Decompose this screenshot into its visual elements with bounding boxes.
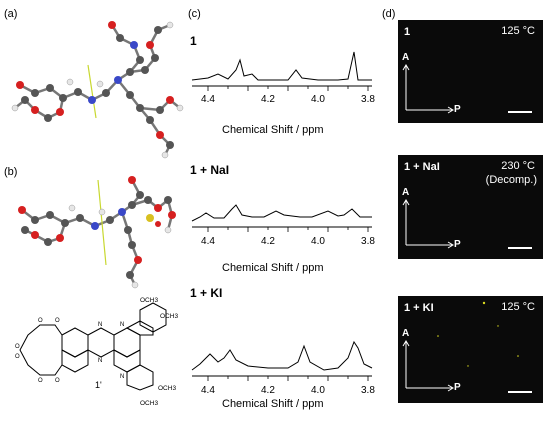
panel-label-c: (c) (188, 8, 201, 20)
pom-temperature: 125 °C (501, 301, 535, 313)
tick-label: 4.2 (261, 385, 275, 396)
nmr-spectrum-1-ki (191, 340, 373, 381)
nmr-xlabel-1-nai: Chemical Shift / ppm (222, 262, 324, 274)
svg-text:O: O (55, 318, 60, 324)
panel-label-a: (a) (4, 8, 18, 20)
molecule-model-1 (11, 21, 184, 159)
svg-text:O: O (15, 344, 20, 350)
axis-a-label: A (402, 328, 410, 339)
tick-label: 4.0 (311, 385, 325, 396)
compound-label-1prime: 1' (95, 380, 102, 390)
substituent-label: OCH3 (158, 385, 176, 392)
polarizer-axes (402, 301, 532, 393)
svg-text:O: O (55, 378, 60, 384)
pom-image-1: 1 125 °C A P (398, 20, 543, 123)
model-2-atoms (18, 176, 176, 289)
axis-p-label: P (454, 239, 461, 250)
panel-label-b: (b) (4, 166, 18, 178)
tick-label: 4.4 (201, 236, 215, 247)
pom-temperature: 230 °C (501, 160, 535, 172)
pom-image-1-ki: 1 + KI 125 °C A P (398, 296, 543, 403)
substituent-label: OCH3 (140, 297, 158, 304)
svg-text:N: N (98, 322, 102, 328)
axis-a-label: A (402, 187, 410, 198)
tick-label: 4.0 (311, 236, 325, 247)
nmr-label-1-ki: 1 + KI (190, 286, 223, 300)
spectrum-trace (191, 204, 372, 222)
svg-text:O: O (38, 318, 43, 324)
model-2-axis-line (97, 179, 107, 266)
chemical-structure-1prime: O OO OO O NNN N OCH3 OCH3 OCH3 OCH3 1' (15, 297, 178, 407)
svg-text:N: N (120, 322, 124, 328)
svg-text:N: N (98, 358, 102, 364)
tick-label: 4.4 (201, 385, 215, 396)
pom-label: 1 + KI (404, 302, 434, 314)
molecule-model-1-nai (18, 176, 176, 289)
tick-label: 4.4 (201, 94, 215, 105)
axis-p-label: P (454, 104, 461, 115)
pom-image-1-nai: 1 + NaI 230 °C (Decomp.) A P (398, 155, 543, 259)
axis-p-label: P (454, 382, 461, 393)
panel-label-d: (d) (382, 8, 396, 20)
x-ticks (207, 227, 369, 232)
birefringent-specks (437, 301, 519, 367)
tick-label: 3.8 (361, 385, 375, 396)
spectrum-trace (191, 51, 372, 81)
nmr-xlabel-1: Chemical Shift / ppm (222, 124, 324, 136)
pom-note: (Decomp.) (485, 174, 537, 186)
pom-temperature: 125 °C (501, 25, 535, 37)
svg-text:O: O (15, 354, 20, 360)
tick-label: 3.8 (361, 236, 375, 247)
model-1-bonds (14, 23, 181, 156)
nmr-label-1: 1 (190, 34, 197, 48)
nmr-label-1-nai: 1 + NaI (190, 163, 230, 177)
svg-text:N: N (120, 374, 124, 380)
nmr-spectrum-1-nai: 4.4 4.2 4.0 3.8 (191, 204, 375, 247)
substituent-label: OCH3 (140, 400, 158, 407)
nmr-xlabel-1-ki: Chemical Shift / ppm (222, 398, 324, 410)
polarizer-axes (402, 64, 532, 114)
tick-label: 4.0 (311, 94, 325, 105)
tick-label: 4.2 (261, 236, 275, 247)
model-1-axis-line (87, 64, 97, 119)
axis-a-label: A (402, 52, 410, 63)
spectrum-trace (191, 340, 373, 371)
model-1-atoms (11, 21, 184, 159)
tick-label: 3.8 (361, 94, 375, 105)
x-ticks (207, 86, 369, 91)
substituent-label: OCH3 (160, 313, 178, 320)
structure-drawing (19, 302, 167, 391)
model-2-bonds (21, 179, 174, 286)
svg-text:O: O (38, 378, 43, 384)
pom-label: 1 + NaI (404, 161, 440, 173)
polarizer-axes (402, 199, 532, 249)
pom-label: 1 (404, 26, 411, 38)
tick-label: 4.2 (261, 94, 275, 105)
x-ticks (207, 376, 369, 381)
nmr-spectrum-1: 4.4 4.2 4.0 3.8 (191, 51, 375, 105)
